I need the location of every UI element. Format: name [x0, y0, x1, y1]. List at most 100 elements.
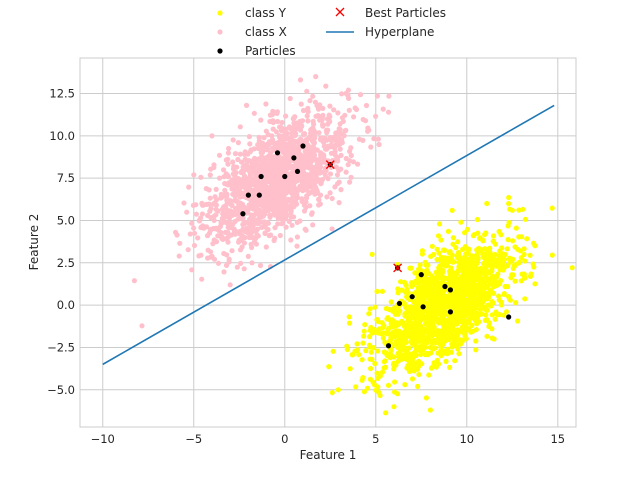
data-point — [428, 253, 434, 259]
data-point — [473, 338, 479, 344]
data-point — [385, 327, 391, 333]
data-point — [373, 113, 379, 119]
data-point — [448, 349, 454, 355]
data-point — [434, 246, 440, 252]
data-point — [264, 178, 270, 184]
data-point — [204, 233, 211, 239]
data-point — [332, 144, 338, 150]
data-point — [395, 322, 401, 328]
data-point — [280, 138, 286, 144]
data-point — [322, 172, 328, 178]
data-point — [483, 312, 489, 318]
particle-point — [506, 314, 512, 320]
data-point — [402, 313, 408, 319]
data-point — [293, 174, 299, 180]
data-point — [569, 265, 575, 271]
data-point — [515, 318, 521, 324]
data-point — [283, 126, 289, 132]
data-point — [359, 357, 365, 363]
data-point — [504, 246, 510, 252]
x-tick-label: 5 — [372, 432, 379, 446]
data-point — [437, 328, 443, 334]
data-point — [206, 201, 212, 207]
data-point — [386, 93, 392, 99]
data-point — [380, 106, 386, 112]
data-point — [380, 335, 386, 341]
data-point — [310, 128, 316, 134]
data-point — [306, 165, 312, 171]
data-point — [263, 101, 269, 107]
data-point — [262, 203, 268, 210]
data-point — [322, 135, 328, 141]
data-point — [363, 348, 369, 354]
y-tick-label: 10.0 — [49, 129, 75, 143]
data-point — [235, 156, 241, 163]
data-point — [457, 328, 463, 334]
data-point — [189, 267, 195, 273]
data-point — [475, 286, 481, 292]
data-point — [315, 177, 322, 183]
data-point — [470, 276, 476, 282]
data-point — [409, 376, 416, 382]
data-point — [443, 358, 449, 364]
data-point — [317, 102, 323, 108]
data-point — [431, 337, 437, 343]
data-point — [423, 284, 429, 291]
data-point — [324, 194, 330, 200]
y-tick-label: 2.5 — [57, 256, 75, 270]
data-point — [423, 395, 429, 401]
data-point — [267, 214, 273, 220]
data-point — [237, 124, 243, 130]
data-point — [271, 201, 277, 207]
data-point — [277, 124, 283, 130]
data-point — [388, 347, 394, 353]
data-point — [448, 314, 454, 320]
data-point — [488, 288, 494, 294]
particle-point — [420, 304, 426, 310]
data-point — [306, 135, 312, 141]
data-point — [499, 245, 505, 251]
data-point — [304, 193, 310, 199]
data-point — [519, 271, 525, 277]
data-point — [310, 182, 316, 188]
data-point — [298, 101, 304, 107]
data-point — [191, 172, 197, 178]
data-point — [368, 349, 374, 355]
data-point — [259, 149, 266, 155]
data-point — [289, 222, 295, 228]
data-point — [455, 332, 461, 338]
data-point — [435, 233, 442, 239]
data-point — [413, 337, 419, 343]
data-point — [430, 364, 436, 370]
data-point — [307, 203, 313, 209]
data-point — [396, 354, 402, 360]
data-point — [492, 316, 498, 322]
data-point — [522, 275, 528, 281]
data-point — [232, 205, 239, 212]
data-point — [265, 220, 271, 226]
data-point — [335, 110, 341, 116]
data-point — [238, 200, 244, 206]
data-point — [385, 382, 392, 388]
best-particle-marker — [325, 160, 335, 170]
data-point — [238, 206, 244, 212]
data-point — [309, 177, 315, 183]
x-tick-label: 10 — [459, 432, 474, 446]
data-point — [367, 327, 373, 333]
data-point — [456, 351, 462, 357]
data-point — [258, 168, 265, 174]
data-point — [206, 187, 212, 193]
data-point — [334, 172, 341, 178]
data-point — [451, 337, 457, 343]
data-point — [331, 107, 337, 113]
data-point — [283, 113, 289, 119]
data-point — [223, 212, 229, 218]
data-point — [225, 229, 231, 235]
hyperplane — [102, 104, 555, 366]
data-point — [224, 200, 230, 206]
data-point — [269, 133, 275, 139]
data-point — [205, 212, 211, 219]
data-point — [443, 263, 449, 269]
legend: class Y class X Particles Best Particles… — [217, 6, 446, 58]
